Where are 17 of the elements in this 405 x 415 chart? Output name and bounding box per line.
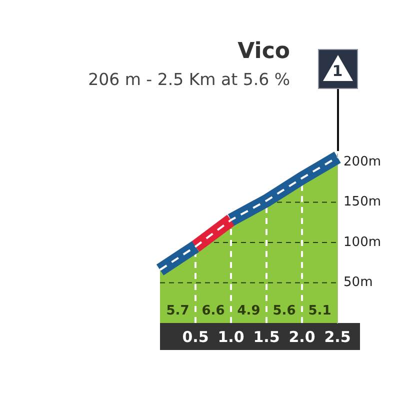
y-tick-label: 100m xyxy=(344,234,382,250)
annotation: 5.6 xyxy=(272,303,296,318)
annotation: 6.6 xyxy=(202,303,225,318)
x-tick-label: 1.0 xyxy=(218,328,244,346)
annotation: 5.7 xyxy=(166,303,190,318)
y-tick-label: 150m xyxy=(344,194,382,210)
y-tick-label: 50m xyxy=(344,275,373,290)
x-tick-label: 0.5 xyxy=(182,328,209,346)
x-tick-label: 2.0 xyxy=(288,328,316,346)
chart-title: Vico xyxy=(238,39,290,64)
annotation: 4.9 xyxy=(237,303,260,318)
summit-sign: 1 xyxy=(318,49,358,151)
x-tick-label: 1.5 xyxy=(253,328,280,346)
x-tick-label: 2.5 xyxy=(324,328,351,346)
chart-subtitle: 206 m - 2.5 Km at 5.6 % xyxy=(88,70,290,89)
y-tick-label: 200m xyxy=(344,154,382,170)
annotation: 5.1 xyxy=(308,303,332,318)
